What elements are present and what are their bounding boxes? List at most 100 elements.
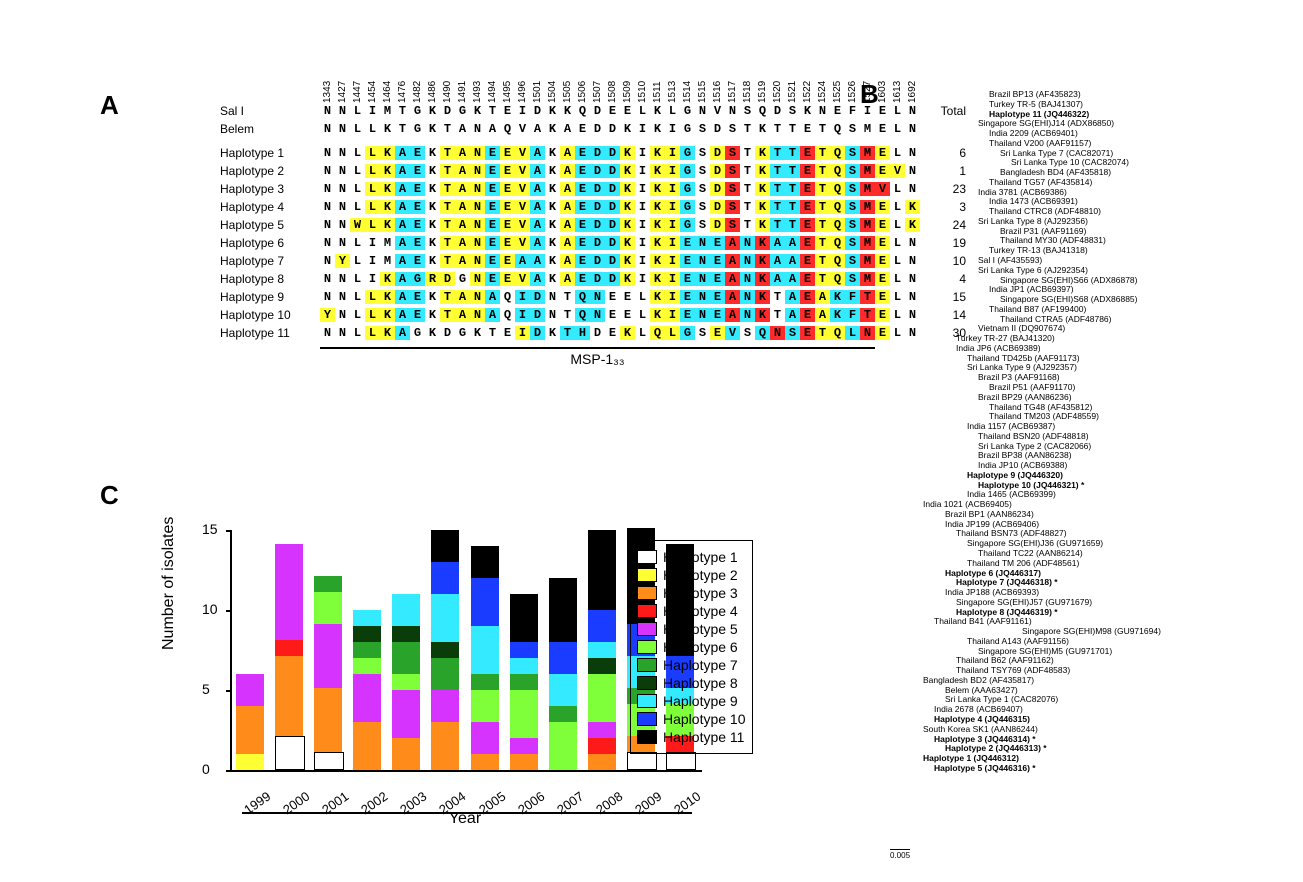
residue-cell: L: [350, 326, 365, 340]
msp-region-label: MSP-1₃₃: [320, 347, 875, 367]
position-label: 1447: [352, 88, 363, 103]
bar-segment: [314, 576, 342, 592]
residue-cell: D: [590, 254, 605, 268]
tree-leaf: Brazil P3 (AAF91168): [890, 373, 1280, 383]
bar-segment: [314, 592, 342, 624]
residue-cell: L: [665, 104, 680, 118]
residue-cell: D: [710, 122, 725, 136]
residue-cell: K: [545, 200, 560, 214]
residue-cell: A: [485, 308, 500, 322]
residue-cell: L: [350, 164, 365, 178]
tree-leaf: Sri Lanka Type 2 (CAC82066): [890, 442, 1280, 452]
residue-cell: D: [530, 308, 545, 322]
residue-cell: T: [740, 122, 755, 136]
tree-leaf: Thailand TD425b (AAF91173): [890, 354, 1280, 364]
bar-segment: [588, 674, 616, 722]
residue-cell: E: [485, 182, 500, 196]
residue-cell: T: [815, 326, 830, 340]
residue-cell: E: [485, 254, 500, 268]
residue-cell: G: [680, 164, 695, 178]
residue-cell: I: [665, 146, 680, 160]
residue-cell: T: [740, 146, 755, 160]
residue-cell: K: [620, 182, 635, 196]
residue-cell: E: [500, 254, 515, 268]
residue-cell: D: [590, 326, 605, 340]
residue-cell: I: [635, 122, 650, 136]
residue-cell: R: [425, 272, 440, 286]
residue-cell: N: [770, 326, 785, 340]
residue-cell: D: [530, 104, 545, 118]
bar-segment: [236, 706, 264, 754]
residue-cell: D: [605, 200, 620, 214]
bar-segment: [431, 690, 459, 722]
residue-cell: I: [635, 272, 650, 286]
bar-segment: [510, 674, 538, 690]
residue-cell: A: [455, 236, 470, 250]
tree-leaf: Haplotype 10 (JQ446321) *: [890, 481, 1280, 491]
residue-cell: N: [320, 200, 335, 214]
residue-cell: G: [680, 200, 695, 214]
residue-cell: T: [815, 146, 830, 160]
bar-segment: [314, 688, 342, 752]
tree-scale: 0.005: [890, 849, 910, 860]
sequence-row: Haplotype 2NNLLKAEKTANEEVAKAEDDKIKIGSDST…: [220, 163, 966, 179]
residue-cell: I: [665, 236, 680, 250]
residue-cell: L: [635, 290, 650, 304]
residue-cell: I: [365, 254, 380, 268]
residue-cell: T: [785, 200, 800, 214]
residue-cell: A: [770, 272, 785, 286]
residue-cell: D: [605, 122, 620, 136]
residue-cell: K: [380, 164, 395, 178]
residue-cell: D: [590, 146, 605, 160]
legend-swatch: [637, 586, 657, 600]
residue-cell: I: [365, 104, 380, 118]
residue-cell: S: [845, 164, 860, 178]
bar-segment: [471, 546, 499, 578]
residue-cell: I: [515, 290, 530, 304]
residue-cell: K: [650, 200, 665, 214]
bar-segment: [236, 754, 264, 770]
residue-cell: E: [500, 146, 515, 160]
residue-cell: E: [410, 200, 425, 214]
position-label: 1464: [382, 88, 393, 103]
residue-cell: F: [845, 308, 860, 322]
residue-cell: N: [320, 236, 335, 250]
residue-cell: E: [605, 290, 620, 304]
residue-cell: K: [620, 200, 635, 214]
residue-cell: E: [410, 146, 425, 160]
residue-cell: S: [845, 200, 860, 214]
residue-cell: E: [410, 308, 425, 322]
residue-cell: N: [320, 254, 335, 268]
residue-cell: T: [440, 182, 455, 196]
tree-leaf: Brazil BP38 (AAN86238): [890, 451, 1280, 461]
row-name: Haplotype 11: [220, 326, 320, 340]
position-label: 1427: [337, 88, 348, 103]
residue-cell: E: [800, 164, 815, 178]
residue-cell: E: [500, 104, 515, 118]
residue-cell: N: [695, 290, 710, 304]
residue-cell: A: [725, 272, 740, 286]
residue-cell: N: [725, 104, 740, 118]
residue-cell: T: [485, 326, 500, 340]
residue-cell: N: [590, 308, 605, 322]
residue-cell: K: [650, 236, 665, 250]
residue-cell: N: [740, 254, 755, 268]
residue-cell: K: [755, 122, 770, 136]
y-tick-mark: [226, 770, 232, 772]
row-name: Haplotype 4: [220, 200, 320, 214]
residue-cell: T: [440, 236, 455, 250]
residue-cell: T: [560, 308, 575, 322]
legend-label: Haplotype 11: [663, 729, 744, 745]
residue-cell: L: [350, 254, 365, 268]
residue-cell: K: [755, 146, 770, 160]
residue-cell: E: [680, 254, 695, 268]
residue-cell: E: [500, 272, 515, 286]
residue-cell: A: [560, 236, 575, 250]
bar-segment: [392, 594, 420, 626]
residue-cell: K: [650, 290, 665, 304]
residue-cell: G: [680, 218, 695, 232]
residue-cell: V: [515, 218, 530, 232]
residue-cell: A: [530, 254, 545, 268]
sequence-row: Haplotype 10YNLLKAEKTANAQIDNTQNEELKIENEA…: [220, 307, 966, 323]
residue-cell: N: [335, 200, 350, 214]
